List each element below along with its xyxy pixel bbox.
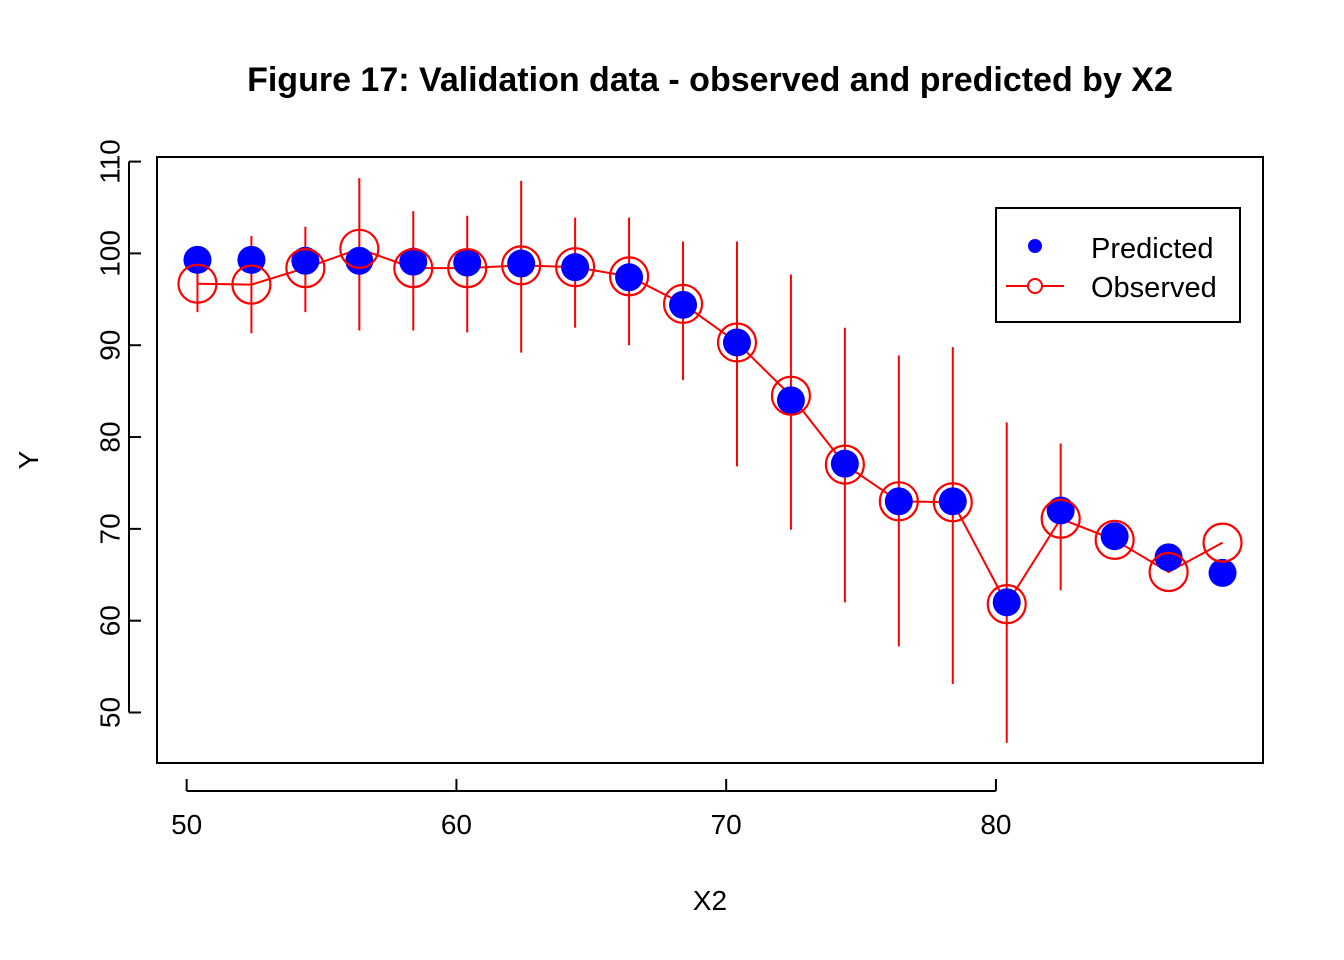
observed-point xyxy=(447,248,488,289)
observed-point xyxy=(878,481,919,522)
observed-point xyxy=(231,264,272,305)
observed-point xyxy=(770,375,812,416)
observed-point xyxy=(285,248,326,289)
x-axis-label: X2 xyxy=(693,885,727,916)
x-tick-label: 70 xyxy=(711,809,742,840)
y-axis-label: Y xyxy=(13,450,44,469)
y-tick-label: 90 xyxy=(94,330,125,361)
predicted-point xyxy=(830,449,859,478)
observed-point xyxy=(932,482,973,523)
y-tick-label: 100 xyxy=(94,230,125,277)
observed-point xyxy=(716,322,758,363)
predicted-point xyxy=(615,263,644,292)
observed-point xyxy=(986,584,1027,625)
y-tick-label: 60 xyxy=(94,605,125,636)
observed-point xyxy=(339,228,380,269)
predicted-point xyxy=(1154,543,1183,572)
observed-point xyxy=(1094,519,1135,560)
y-tick-label: 70 xyxy=(94,513,125,544)
y-tick-label: 110 xyxy=(94,139,125,184)
predicted-point xyxy=(345,246,374,275)
predicted-points xyxy=(183,245,1237,617)
observed-errorbars xyxy=(196,178,1062,743)
observed-point xyxy=(501,245,542,286)
predicted-point xyxy=(669,290,698,319)
observed-points xyxy=(177,228,1243,625)
observed-point xyxy=(662,283,704,325)
legend: Predicted Observed xyxy=(995,207,1241,323)
predicted-point xyxy=(453,248,482,277)
y-tick-label: 80 xyxy=(94,421,125,452)
x-tick-label: 50 xyxy=(171,809,202,840)
predicted-point xyxy=(938,487,967,516)
predicted-point xyxy=(1208,558,1237,587)
observed-point xyxy=(608,256,650,297)
legend-box xyxy=(995,207,1241,323)
predicted-point xyxy=(507,249,536,278)
predicted-point xyxy=(399,247,428,276)
predicted-point xyxy=(884,487,913,516)
predicted-point xyxy=(291,246,320,275)
observed-point xyxy=(1040,498,1081,539)
predicted-point xyxy=(561,253,590,282)
predicted-point xyxy=(722,328,751,357)
x-tick-label: 80 xyxy=(980,809,1011,840)
observed-point xyxy=(1148,551,1189,593)
predicted-point xyxy=(183,245,212,274)
predicted-point xyxy=(1100,522,1129,551)
observed-point xyxy=(824,444,865,485)
y-tick-label: 50 xyxy=(94,697,125,728)
chart-title: Figure 17: Validation data - observed an… xyxy=(247,61,1173,99)
observed-point xyxy=(555,247,596,288)
observed-point xyxy=(1202,522,1243,563)
x-tick-label: 60 xyxy=(441,809,472,840)
plot-frame xyxy=(156,156,1264,764)
predicted-point xyxy=(992,588,1021,617)
legend-predicted-marker xyxy=(1028,239,1042,253)
legend-observed-label: Observed xyxy=(1091,272,1217,304)
predicted-point xyxy=(776,386,805,415)
observed-point xyxy=(393,248,434,289)
predicted-point xyxy=(1046,496,1075,525)
axes-group: 50 60 70 80 50 60 70 80 90 100 110 xyxy=(94,139,1011,840)
observed-point xyxy=(177,263,218,304)
legend-predicted-label: Predicted xyxy=(1091,233,1214,265)
legend-observed-marker xyxy=(1027,278,1043,294)
